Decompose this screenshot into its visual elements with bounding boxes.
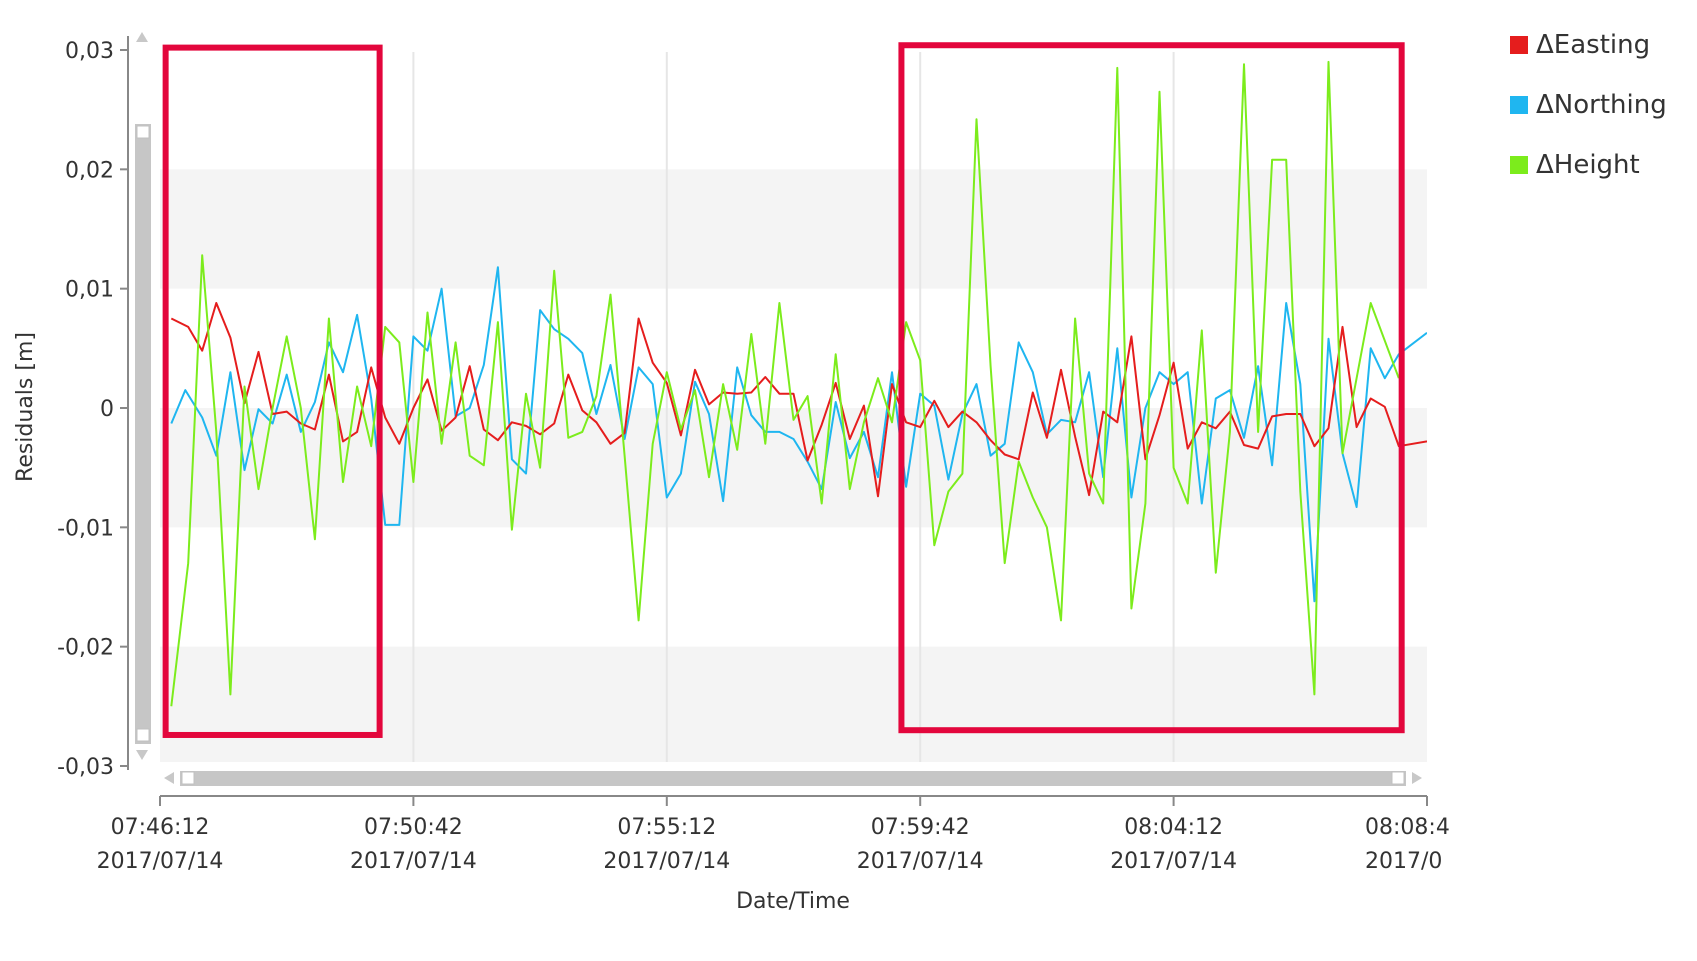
x-tick-date-label: 2017/07/14 [1110,849,1237,874]
highlight-boxes [162,42,1405,738]
y-tick-label: 0 [100,397,114,422]
legend: ΔEasting ΔNorthing ΔHeight [1510,30,1667,180]
y-tick-label: 0,03 [65,39,114,64]
legend-swatch [1510,156,1528,174]
x-axis: 07:46:12 2017/07/14 07:50:42 2017/07/14 07:5… [97,795,1450,914]
y-tick-label: 0,01 [65,278,114,303]
plot-band [160,288,1427,408]
y-tick-label: -0,03 [57,755,114,780]
highlight-box-1 [162,44,383,738]
y-axis-ticks: 0,03 0,02 0,01 0 -0,01 -0,02 -0,03 [57,39,128,780]
legend-label: ΔEasting [1536,30,1650,60]
legend-label: ΔNorthing [1536,90,1667,120]
y-tick-label: -0,02 [57,636,114,661]
x-tick-time-label: 07:46:12 [111,815,210,840]
x-tick-date-label: 2017/07/14 [603,849,730,874]
vertical-scrollbar[interactable] [135,32,151,760]
x-tick-time-label: 07:50:42 [364,815,463,840]
x-tick-date-label: 2017/07/14 [857,849,984,874]
y-axis-label: Residuals [m] [13,332,38,482]
scroll-right-arrow-icon[interactable] [1412,772,1422,784]
series-line-2 [170,60,1400,707]
vertical-gridlines [412,52,1175,762]
vertical-scroll-track[interactable] [135,124,151,744]
y-axis: 0,03 0,02 0,01 0 -0,01 -0,02 -0,03 Residuals [… [13,36,129,780]
scroll-down-arrow-icon[interactable] [136,750,148,760]
horizontal-scroll-thumb-left[interactable] [181,771,195,785]
plot-area [160,42,1427,762]
legend-label: ΔHeight [1536,150,1640,180]
vertical-scroll-thumb-top[interactable] [136,125,150,139]
x-tick-date-label: 2017/0 [1365,849,1442,874]
horizontal-scroll-thumb-right[interactable] [1391,771,1405,785]
highlight-box-2 [898,42,1405,734]
y-tick-label: 0,02 [65,158,114,183]
x-tick-time-label: 07:55:12 [617,815,716,840]
legend-swatch [1510,36,1528,54]
scroll-left-arrow-icon[interactable] [164,772,174,784]
plot-band [160,527,1427,647]
vertical-scroll-thumb-bottom[interactable] [136,728,150,742]
x-tick-date-label: 2017/07/14 [350,849,477,874]
legend-swatch [1510,96,1528,114]
scroll-up-arrow-icon[interactable] [136,32,148,42]
x-tick-time-label: 08:04:12 [1124,815,1223,840]
plot-band [160,52,1427,170]
plot-bands [160,52,1427,647]
x-axis-ticks: 07:46:12 2017/07/14 07:50:42 2017/07/14 07:5… [97,796,1450,874]
y-tick-label: -0,01 [57,516,114,541]
x-tick-time-label: 07:59:42 [871,815,970,840]
x-tick-time-label: 08:08:4 [1365,815,1450,840]
horizontal-scrollbar[interactable] [164,771,1422,786]
horizontal-scroll-track[interactable] [180,771,1406,786]
x-tick-date-label: 2017/07/14 [97,849,224,874]
x-axis-label: Date/Time [736,889,850,914]
